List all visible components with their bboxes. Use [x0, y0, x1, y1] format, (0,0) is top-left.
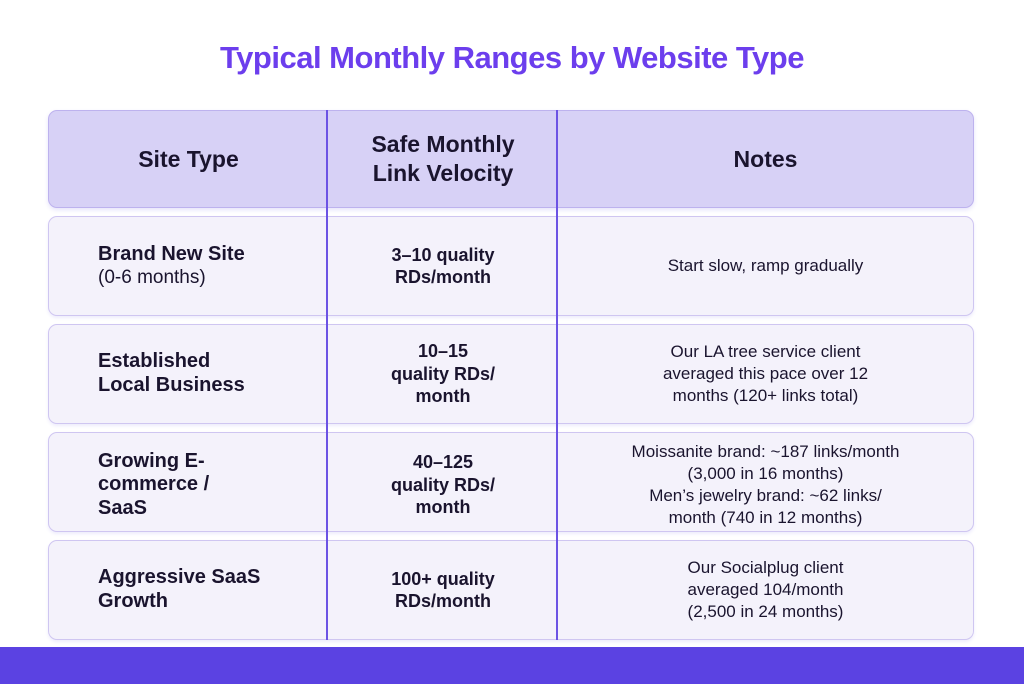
- notes-text: Start slow, ramp gradually: [667, 255, 864, 275]
- header-site-type-label: Site Type: [138, 145, 239, 172]
- table-header-row: Site Type Safe Monthly Link Velocity Not…: [48, 110, 974, 208]
- velocity-value: 3–10 quality RDs/month: [391, 244, 495, 288]
- site-type-cell: Growing E- commerce / SaaS: [49, 433, 328, 531]
- notes-cell: Start slow, ramp gradually: [558, 217, 973, 315]
- table-row: Brand New Site (0-6 months) 3–10 quality…: [48, 216, 974, 316]
- header-velocity: Safe Monthly Link Velocity: [328, 111, 558, 207]
- column-divider-2: [556, 110, 558, 640]
- header-site-type: Site Type: [49, 111, 328, 207]
- site-type-cell: Brand New Site (0-6 months): [49, 217, 328, 315]
- notes-cell: Moissanite brand: ~187 links/month (3,00…: [558, 433, 973, 531]
- notes-cell: Our Socialplug client averaged 104/month…: [558, 541, 973, 639]
- notes-text: Moissanite brand: ~187 links/month (3,00…: [631, 442, 900, 528]
- notes-text: Our Socialplug client averaged 104/month…: [687, 557, 844, 622]
- velocity-value: 40–125 quality RDs/ month: [390, 452, 496, 518]
- velocity-cell: 10–15 quality RDs/ month: [328, 325, 558, 423]
- header-notes: Notes: [558, 111, 973, 207]
- velocity-cell: 100+ quality RDs/month: [328, 541, 558, 639]
- site-type-cell: Established Local Business: [49, 325, 328, 423]
- link-velocity-table: Site Type Safe Monthly Link Velocity Not…: [48, 110, 974, 640]
- site-type-cell: Aggressive SaaS Growth: [49, 541, 328, 639]
- site-type-name: Established Local Business: [98, 350, 245, 396]
- velocity-value: 10–15 quality RDs/ month: [390, 341, 496, 407]
- site-type-sub: (0-6 months): [98, 266, 206, 288]
- notes-text: Our LA tree service client averaged this…: [662, 341, 869, 406]
- column-divider-1: [326, 110, 328, 640]
- table-row: Established Local Business 10–15 quality…: [48, 324, 974, 424]
- velocity-value: 100+ quality RDs/month: [391, 568, 495, 612]
- header-velocity-label: Safe Monthly Link Velocity: [371, 131, 515, 186]
- header-notes-label: Notes: [733, 145, 798, 172]
- page-title: Typical Monthly Ranges by Website Type: [220, 40, 804, 75]
- velocity-cell: 40–125 quality RDs/ month: [328, 433, 558, 531]
- table-row: Aggressive SaaS Growth 100+ quality RDs/…: [48, 540, 974, 640]
- table-row: Growing E- commerce / SaaS 40–125 qualit…: [48, 432, 974, 532]
- site-type-name: Growing E- commerce / SaaS: [98, 449, 210, 519]
- site-type-name: Brand New Site: [98, 243, 245, 265]
- notes-cell: Our LA tree service client averaged this…: [558, 325, 973, 423]
- bottom-accent-bar: [0, 647, 1024, 684]
- velocity-cell: 3–10 quality RDs/month: [328, 217, 558, 315]
- site-type-name: Aggressive SaaS Growth: [98, 566, 261, 612]
